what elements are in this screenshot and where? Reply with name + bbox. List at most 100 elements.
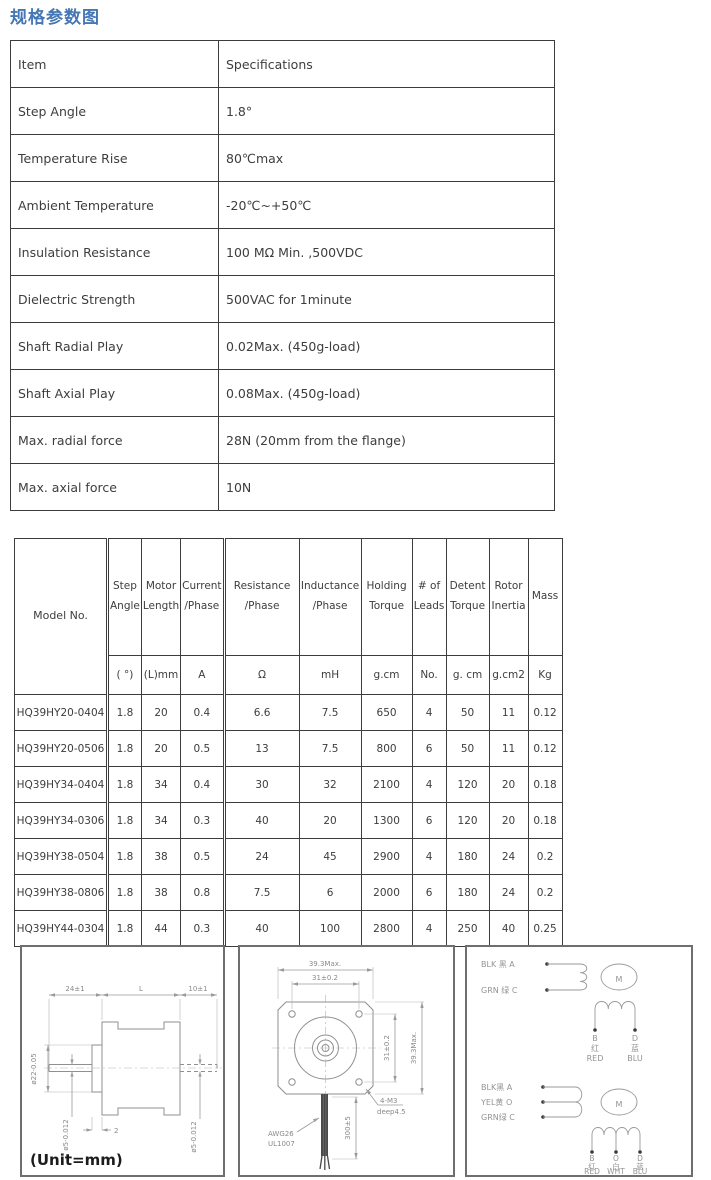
four-lead-label-a: BLK 黑 A [481,960,515,969]
four-lead-label-c: GRN 绿 C [481,986,518,995]
model-value-cell: 1.8 [106,766,142,803]
model-value-cell: 6 [411,802,447,839]
six-lead-label-c: GRN绿 C [481,1113,515,1122]
six-lead-en-wht: WHT [607,1167,625,1175]
spec-row: Ambient Temperature -20℃~+50℃ [10,181,555,229]
wiring-svg: BLK 黑 A GRN 绿 C M B D 红 蓝 RED BLU BLK黑 A… [480,960,647,1175]
model-col-unit: g.cm2 [488,655,529,695]
model-col-header: Current/Phase [180,538,225,656]
model-value-cell: 0.4 [180,766,225,803]
model-value-cell: 20 [488,802,529,839]
model-col-unit: g.cm [360,655,413,695]
six-lead-cn-red: 红 [588,1161,596,1171]
model-value-cell: 24 [488,838,529,875]
model-col-unit: A [180,655,225,695]
model-value-cell: 1.8 [106,874,142,911]
model-value-cell: 2000 [360,874,413,911]
wiring-diagram: BLK 黑 A GRN 绿 C M B D 红 蓝 RED BLU BLK黑 A… [465,945,693,1177]
model-col-header: Holding Torque [360,538,413,656]
six-lead-pin-o: O [613,1154,619,1163]
model-value-cell: 13 [222,730,300,767]
model-value-cell: 0.3 [180,802,225,839]
dim-pilot-diameter: ø22-0.05 [30,1053,38,1084]
model-value-cell: 650 [360,694,413,731]
model-col-unit: g. cm [445,655,490,695]
mount-hole-callout: 4-M3 [380,1097,397,1105]
model-number-cell: HQ39HY34-0404 [14,766,108,803]
model-row: HQ39HY20-0404 1.8 20 0.4 6.6 7.5 650 4 50 11 0.12 [14,694,563,731]
model-value-cell: 100 [298,910,362,947]
dim-front-shaft-length: 24±1 [65,985,84,993]
model-value-cell: 1.8 [106,838,142,875]
model-value-cell: 38 [140,874,182,911]
model-value-cell: 180 [445,838,490,875]
model-value-cell: 4 [411,766,447,803]
model-value-cell: 11 [488,694,529,731]
model-value-cell: 0.5 [180,730,225,767]
unit-label: (Unit=mm) [30,1151,123,1169]
model-value-cell: 1.8 [106,730,142,767]
spec-table-body: Item Specifications Step Angle 1.8° Temperat… [10,40,555,511]
wire-spec-label: UL1007 [268,1140,295,1148]
dim-flange-height: 39.3Max. [410,1032,418,1064]
spec-item-cell: Ambient Temperature [10,181,219,229]
spec-value-cell: 0.08Max. (450g-load) [218,369,555,417]
spec-row: Temperature Rise 80℃max [10,134,555,182]
model-value-cell: 24 [222,838,300,875]
six-lead-en-blu: BLU [633,1167,647,1175]
model-value-cell: 120 [445,766,490,803]
four-lead-cn-blu: 蓝 [631,1043,639,1053]
spec-item-cell: Max. axial force [10,463,219,511]
side-view-drawing: 24±1 L 10±1 ø22-0.05 ø5-0.012 ø5-0.012 2 [20,945,225,1177]
model-value-cell: 4 [411,838,447,875]
model-number-cell: HQ39HY20-0404 [14,694,108,731]
dim-shaft-diameter-rear: ø5-0.012 [190,1121,198,1152]
model-col-unit: Ω [222,655,300,695]
model-col-header: Step Angle [106,538,142,656]
mount-hole-depth: deep4.5 [377,1108,406,1116]
model-value-cell: 1.8 [106,694,142,731]
model-number-cell: HQ39HY20-0506 [14,730,108,767]
model-col-header: Inductance/Phase [298,538,362,656]
model-value-cell: 4 [411,694,447,731]
model-row: HQ39HY34-0306 1.8 34 0.3 40 20 1300 6 120 20 0.18 [14,802,563,839]
four-lead-en-red: RED [587,1054,604,1063]
model-value-cell: 2900 [360,838,413,875]
model-value-cell: 24 [488,874,529,911]
six-lead-pin-b: B [589,1154,594,1163]
spec-row: Max. axial force 10N [10,463,555,511]
model-value-cell: 32 [298,766,362,803]
lead-wire-bundle [321,1094,328,1156]
model-col-header: Model No. [14,538,108,695]
spec-value-cell: 10N [218,463,555,511]
model-col-unit: mH [298,655,362,695]
model-value-cell: 0.5 [180,838,225,875]
spec-row: Shaft Axial Play 0.08Max. (450g-load) [10,369,555,417]
model-value-cell: 120 [445,802,490,839]
six-lead-pin-d: D [637,1154,643,1163]
model-value-cell: 800 [360,730,413,767]
model-value-cell: 38 [140,838,182,875]
model-value-cell: 0.25 [527,910,563,947]
model-col-header: Resistance/Phase [222,538,300,656]
model-value-cell: 30 [222,766,300,803]
spec-value-cell: 100 MΩ Min. ,500VDC [218,228,555,276]
model-value-cell: 20 [488,766,529,803]
side-view-svg: 24±1 L 10±1 ø22-0.05 ø5-0.012 ø5-0.012 2 [30,985,222,1169]
model-value-cell: 6 [298,874,362,911]
model-value-cell: 40 [488,910,529,947]
model-value-cell: 180 [445,874,490,911]
front-view-svg: 39.3Max. 31±0.2 31±0.2 39.3Max. 4-M3 dee… [268,960,424,1170]
model-value-cell: 2800 [360,910,413,947]
model-value-cell: 34 [140,766,182,803]
spec-item-cell: Shaft Axial Play [10,369,219,417]
model-value-cell: 1.8 [106,910,142,947]
spec-row: Step Angle 1.8° [10,87,555,135]
model-row: HQ39HY44-0304 1.8 44 0.3 40 100 2800 4 250 40 0.25 [14,910,563,947]
model-col-unit: Kg [527,655,563,695]
model-row: HQ39HY34-0404 1.8 34 0.4 30 32 2100 4 120 20 0.18 [14,766,563,803]
model-value-cell: 20 [140,694,182,731]
model-row: HQ39HY20-0506 1.8 20 0.5 13 7.5 800 6 50 11 0.12 [14,730,563,767]
four-lead-cn-red: 红 [591,1043,599,1053]
